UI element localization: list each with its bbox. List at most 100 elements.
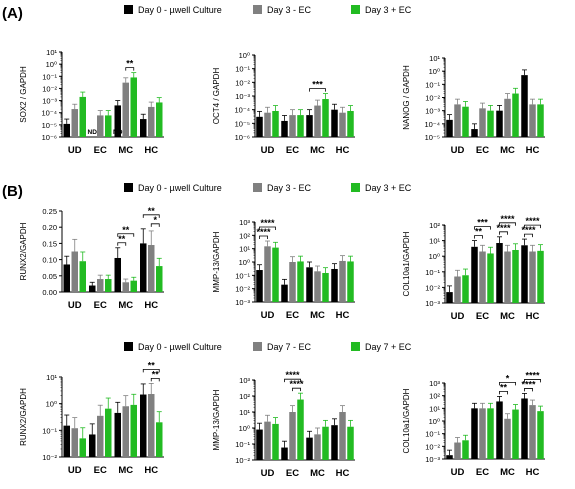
bar-plus bbox=[297, 399, 304, 460]
significance-bracket bbox=[499, 382, 516, 386]
bar-day0 bbox=[521, 245, 528, 303]
bar-day0 bbox=[89, 285, 96, 292]
bar-plus bbox=[322, 99, 329, 137]
bar-day0 bbox=[281, 120, 288, 137]
bar-plus bbox=[156, 422, 163, 457]
y-axis-label: MMP-13/GAPDH bbox=[212, 389, 221, 450]
legend-label-minus: Day 3 - EC bbox=[267, 5, 312, 15]
bar-day0 bbox=[331, 268, 338, 302]
y-tick-label: 0.15 bbox=[42, 239, 57, 248]
bar-minus bbox=[314, 271, 321, 302]
x-category-label: MC bbox=[118, 300, 133, 311]
significance-label: ** bbox=[126, 59, 134, 69]
y-tick-label: 10⁻¹ bbox=[42, 72, 57, 81]
significance-label: ** bbox=[500, 382, 508, 392]
bar-day0 bbox=[331, 109, 338, 137]
bar-day0 bbox=[281, 447, 288, 460]
y-axis-label: COL10a1/GAPDH bbox=[402, 231, 411, 296]
y-tick-label: 10³ bbox=[239, 376, 250, 385]
y-tick-label: 10⁻² bbox=[42, 84, 57, 93]
bar-day0 bbox=[114, 105, 121, 137]
y-tick-label: 10⁻² bbox=[425, 283, 440, 292]
y-tick-label: 10⁻² bbox=[42, 453, 57, 462]
bar-plus bbox=[462, 106, 469, 137]
nd-label: ND bbox=[88, 129, 98, 136]
bar-plus bbox=[462, 440, 469, 459]
bar-day0 bbox=[471, 129, 478, 137]
significance-label: ** bbox=[152, 369, 160, 379]
significance-label: **** bbox=[525, 216, 540, 226]
significance-bracket bbox=[259, 226, 276, 231]
panel-letter-b: (B) bbox=[2, 183, 23, 200]
y-tick-label: 10¹ bbox=[46, 48, 57, 57]
bar-minus bbox=[289, 412, 296, 460]
x-category-label: UD bbox=[451, 467, 465, 478]
x-category-label: HC bbox=[144, 145, 158, 156]
bar-day0 bbox=[446, 292, 453, 303]
x-category-label: UD bbox=[261, 468, 275, 479]
y-tick-label: 0.00 bbox=[42, 288, 57, 297]
legend-label-minus: Day 3 - EC bbox=[267, 183, 312, 193]
significance-bracket bbox=[259, 235, 268, 240]
significance-bracket bbox=[524, 224, 541, 229]
x-category-label: UD bbox=[68, 145, 82, 156]
significance-bracket bbox=[284, 378, 301, 383]
bar-day0 bbox=[306, 115, 313, 137]
x-category-label: HC bbox=[526, 145, 540, 156]
significance-bracket bbox=[117, 242, 127, 246]
chart-2: 10⁻⁶ 10⁻⁵ 10⁻⁴ 10⁻³ 10⁻² 10⁻¹ 10⁰ OCT4 / GAPDH U… bbox=[212, 51, 355, 156]
significance-label: ** bbox=[475, 227, 483, 237]
x-category-label: HC bbox=[144, 300, 158, 311]
bar-plus bbox=[512, 249, 519, 303]
y-tick-label: 10⁰ bbox=[239, 258, 250, 267]
chart-6: 10⁻³ 10⁻² 10⁻¹ 10⁰ 10¹ 10² COL10a1/GAPDH UD EC MC… bbox=[402, 214, 545, 322]
bar-plus bbox=[105, 115, 112, 137]
bar-day0 bbox=[331, 425, 338, 460]
bar-minus bbox=[529, 251, 536, 303]
y-tick-label: 0.20 bbox=[42, 223, 57, 232]
bar-plus bbox=[347, 110, 354, 137]
significance-bracket bbox=[142, 214, 160, 218]
y-tick-label: 10² bbox=[429, 392, 440, 401]
legend-swatch-day0 bbox=[124, 183, 133, 192]
legend-label-plus: Day 3 + EC bbox=[365, 183, 412, 193]
x-category-label: EC bbox=[94, 300, 107, 311]
significance-bracket bbox=[292, 387, 301, 392]
y-axis-label: SOX2 / GAPDH bbox=[19, 66, 28, 123]
legend-label-day0: Day 0 - µwell Culture bbox=[138, 183, 222, 193]
significance-bracket bbox=[150, 378, 160, 382]
bar-plus bbox=[156, 266, 163, 292]
y-tick-label: 10² bbox=[429, 221, 440, 230]
bar-minus bbox=[529, 405, 536, 459]
x-category-label: EC bbox=[94, 145, 107, 156]
x-category-label: HC bbox=[526, 467, 540, 478]
significance-label: **** bbox=[256, 227, 271, 237]
significance-label: **** bbox=[285, 370, 300, 380]
bar-minus bbox=[504, 98, 511, 137]
legend-swatch-plus bbox=[351, 183, 360, 192]
y-tick-label: 10⁻³ bbox=[425, 299, 440, 308]
y-tick-label: 10⁰ bbox=[46, 60, 57, 69]
y-tick-label: 0.25 bbox=[42, 207, 57, 216]
bar-plus bbox=[347, 261, 354, 302]
bar-plus bbox=[537, 250, 544, 303]
x-category-label: MC bbox=[118, 465, 133, 476]
bar-plus bbox=[79, 96, 86, 137]
chart-5: 10⁻³ 10⁻² 10⁻¹ 10⁰ 10¹ 10² 10³ MMP-13/GAPDH UD EC… bbox=[212, 218, 355, 321]
bar-minus bbox=[479, 251, 486, 303]
x-category-label: EC bbox=[476, 467, 489, 478]
x-category-label: HC bbox=[144, 465, 158, 476]
y-tick-label: 10¹ bbox=[239, 245, 250, 254]
y-tick-label: 10⁻⁵ bbox=[235, 119, 250, 128]
significance-label: ** bbox=[148, 206, 156, 216]
bar-plus bbox=[105, 408, 112, 457]
y-tick-label: 10⁻² bbox=[425, 94, 440, 103]
y-tick-label: 10⁻¹ bbox=[425, 268, 440, 277]
legend-row-2: Day 0 - µwell Culture Day 3 - EC Day 3 +… bbox=[124, 183, 412, 193]
x-category-label: MC bbox=[310, 310, 325, 321]
significance-bracket bbox=[142, 369, 160, 373]
bar-plus bbox=[297, 115, 304, 137]
x-category-label: MC bbox=[500, 311, 515, 322]
x-category-label: UD bbox=[261, 310, 275, 321]
